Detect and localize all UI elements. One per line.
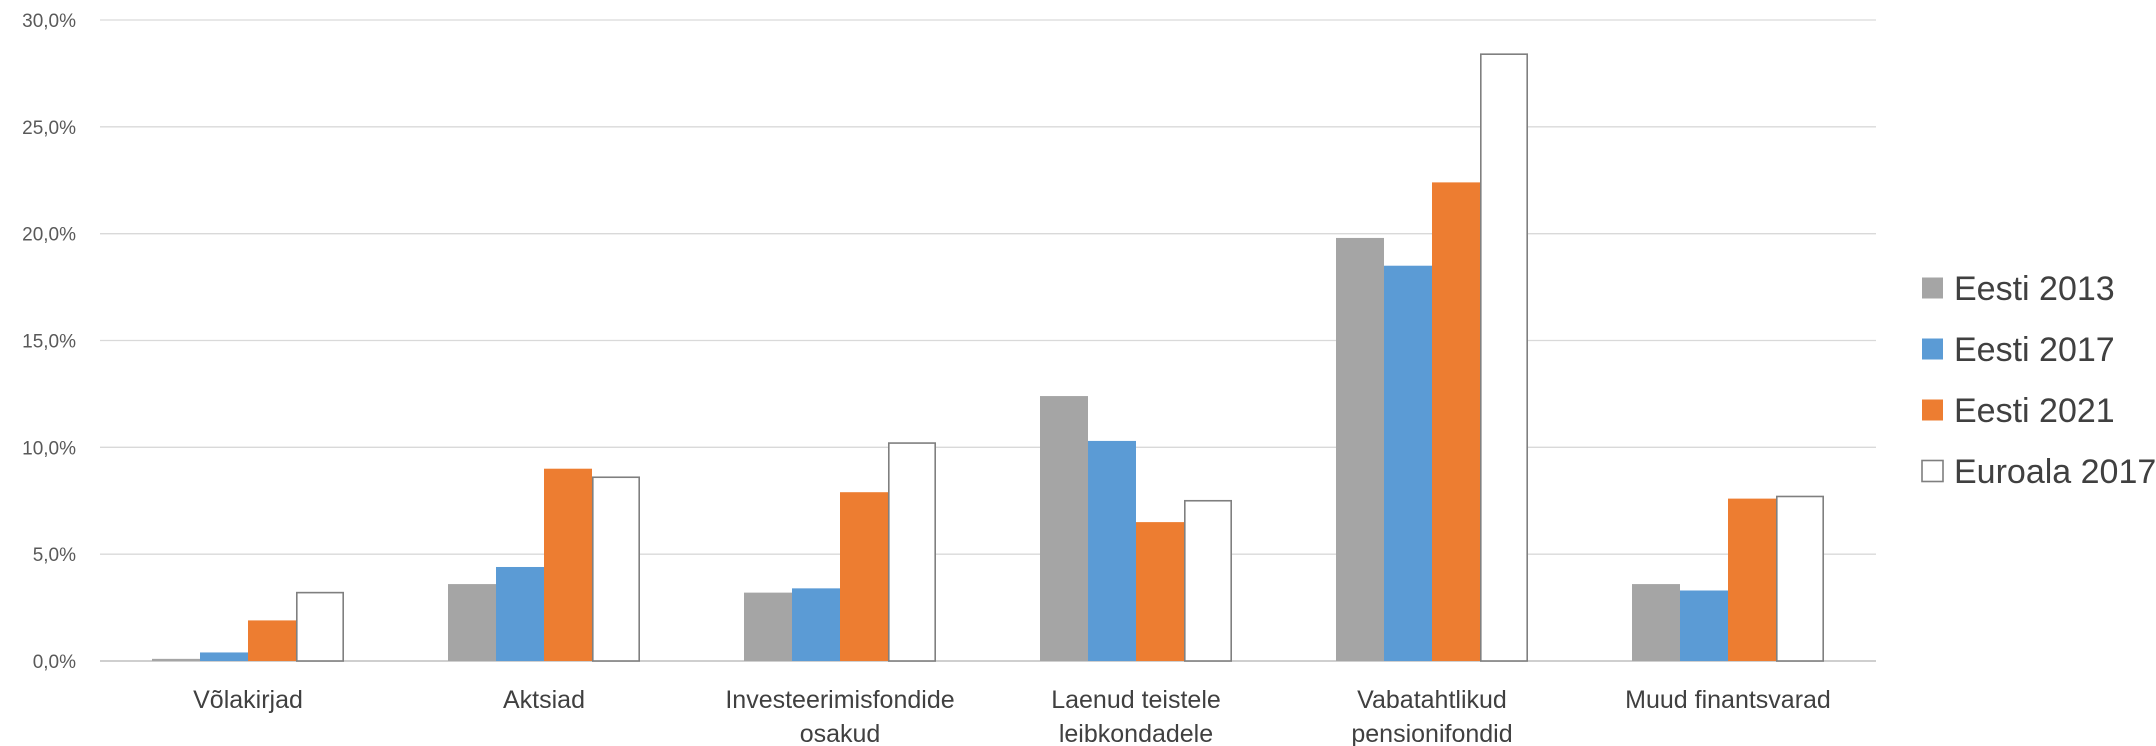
legend: Eesti 2013 Eesti 2017 Eesti 2021 Euroala 20… bbox=[1921, 270, 2156, 491]
bar bbox=[744, 592, 792, 661]
x-tick-label: leibkondadele bbox=[1059, 720, 1213, 746]
legend-label: Eesti 2017 bbox=[1954, 331, 2115, 369]
x-tick-label: pensionifondid bbox=[1351, 720, 1512, 746]
bar bbox=[1680, 590, 1728, 661]
bar bbox=[887, 442, 936, 662]
bar bbox=[1184, 499, 1233, 662]
x-tick-label: Laenud teistele bbox=[1051, 686, 1221, 714]
y-tick-label: 0,0% bbox=[33, 652, 76, 673]
y-axis: 0,0% 5,0% 10,0% 15,0% 20,0% 25,0% 30,0% bbox=[22, 11, 76, 673]
x-tick-label: Vabatahtlikud bbox=[1357, 686, 1507, 714]
bar bbox=[591, 476, 640, 662]
bar bbox=[496, 566, 544, 661]
bar bbox=[248, 620, 296, 661]
bar bbox=[1728, 498, 1776, 661]
x-tick-label: Aktsiad bbox=[503, 686, 585, 714]
bar bbox=[448, 584, 496, 661]
y-tick-label: 20,0% bbox=[22, 225, 76, 246]
bar bbox=[840, 492, 888, 661]
bar bbox=[295, 591, 344, 662]
bar bbox=[792, 588, 840, 661]
legend-label: Euroala 2017 bbox=[1954, 453, 2156, 491]
bars bbox=[152, 53, 1825, 662]
y-tick-label: 5,0% bbox=[33, 545, 76, 566]
x-tick-label: Muud finantsvarad bbox=[1625, 686, 1831, 714]
legend-label: Eesti 2021 bbox=[1954, 392, 2115, 430]
bar bbox=[1432, 182, 1480, 662]
bar bbox=[1040, 396, 1088, 661]
legend-swatch bbox=[1921, 459, 1944, 483]
x-tick-label: osakud bbox=[800, 720, 881, 746]
x-tick-label: Investeerimisfondide bbox=[725, 686, 954, 714]
y-tick-label: 15,0% bbox=[22, 332, 76, 353]
bar bbox=[200, 652, 248, 661]
bar bbox=[1136, 522, 1184, 661]
bar bbox=[1088, 440, 1136, 661]
y-tick-label: 25,0% bbox=[22, 118, 76, 139]
legend-label: Eesti 2013 bbox=[1954, 270, 2115, 308]
x-axis: Võlakirjad Aktsiad Investeerimisfondide osa… bbox=[193, 686, 1831, 746]
x-tick-label: Võlakirjad bbox=[193, 686, 303, 714]
bar bbox=[1776, 495, 1825, 662]
y-tick-label: 30,0% bbox=[22, 11, 76, 32]
bar bbox=[152, 658, 200, 661]
gridlines bbox=[100, 19, 1876, 662]
bar bbox=[1480, 53, 1529, 662]
bar bbox=[544, 468, 592, 661]
bar bbox=[1632, 584, 1680, 661]
bar bbox=[1336, 237, 1384, 661]
bar bbox=[1384, 265, 1432, 661]
legend-swatch bbox=[1922, 277, 1943, 299]
legend-swatch bbox=[1922, 338, 1943, 360]
y-tick-label: 10,0% bbox=[22, 438, 76, 459]
legend-swatch bbox=[1922, 399, 1943, 421]
